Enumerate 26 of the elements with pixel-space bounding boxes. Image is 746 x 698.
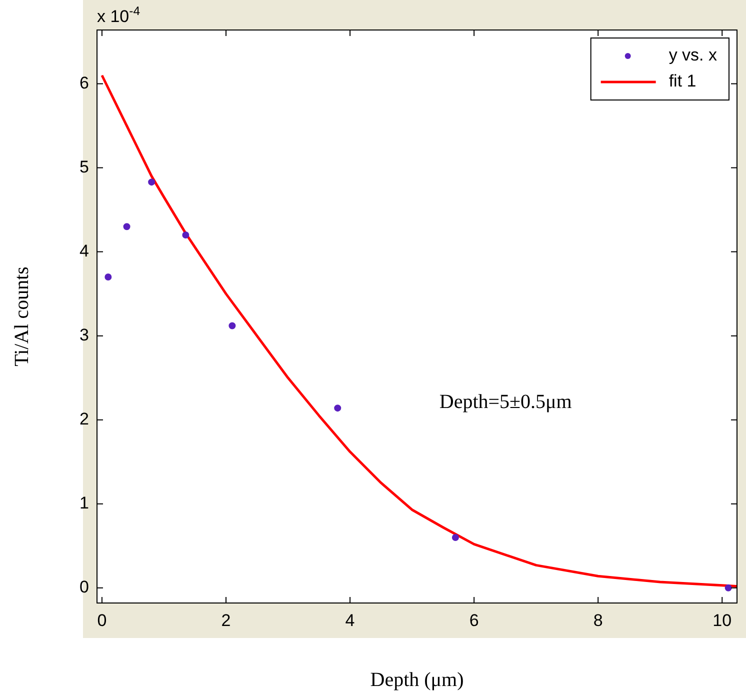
point [452, 534, 459, 541]
y-tick-label: 2 [80, 410, 89, 429]
point [104, 274, 112, 281]
y-tick-label: 5 [80, 157, 89, 176]
x-tick-label: 6 [469, 610, 479, 630]
y-tick-label: 3 [80, 326, 89, 345]
point [182, 232, 190, 239]
legend-label: fit 1 [668, 72, 696, 91]
x-tick-label: 0 [97, 610, 107, 630]
y-tick-label: 1 [80, 494, 89, 513]
x-tick-label: 2 [221, 610, 231, 630]
y-tick-label: 4 [80, 241, 89, 260]
x-tick-label: 4 [345, 610, 355, 630]
point [123, 223, 130, 230]
y-tick-label: 6 [80, 73, 89, 92]
point [228, 322, 236, 330]
point [148, 178, 156, 186]
point [334, 404, 342, 412]
x-tick-label: 8 [593, 610, 603, 630]
y-tick-label: 0 [80, 578, 89, 597]
x-axis-title: Depth (μm) [370, 669, 464, 691]
legend-label: y vs. x [668, 46, 718, 65]
annotation: Depth=5±0.5μm [439, 391, 572, 414]
y-axis-title: Ti/Al counts [11, 266, 33, 366]
point [724, 584, 732, 592]
x-tick-label: 10 [712, 610, 732, 630]
